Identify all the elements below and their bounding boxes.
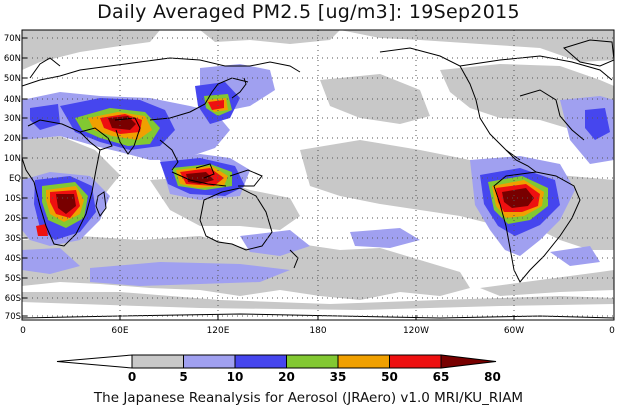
colorbar-level-label: 5	[179, 370, 187, 384]
lon-label: 180	[309, 326, 326, 336]
map-title: Daily Averaged PM2.5 [ug/m3]: 19Sep2015	[97, 1, 520, 23]
colorbar-level-label: 10	[227, 370, 244, 384]
lat-label: 40S	[5, 254, 21, 264]
lon-label: 60W	[504, 326, 524, 336]
colorbar-swatch	[389, 354, 442, 369]
colorbar: 0 5 10 20 35 50 65 80	[56, 354, 501, 384]
lat-label: 20S	[5, 214, 21, 224]
lon-label: 0	[609, 326, 615, 336]
colorbar-level-label: 20	[278, 370, 295, 384]
lat-label: 70N	[4, 34, 21, 44]
colorbar-swatch	[234, 354, 287, 369]
lat-label: 30N	[4, 114, 21, 124]
lon-label: 120E	[207, 326, 230, 336]
lon-ticks	[119, 315, 515, 320]
lon-label: 0	[20, 326, 26, 336]
lat-label: 40N	[4, 95, 21, 105]
lat-label: 10N	[4, 154, 21, 164]
colorbar-swatch	[183, 354, 236, 369]
colorbar-level-label: 50	[381, 370, 398, 384]
lat-label: 30S	[5, 234, 21, 244]
lat-labels: 70N 60N 50N 40N 30N 20N 10N EQ 10S 20S 3…	[4, 34, 21, 322]
colorbar-swatch	[440, 354, 497, 369]
lat-label: EQ	[9, 174, 21, 184]
lat-label: 50S	[5, 274, 21, 284]
lat-ticks	[22, 37, 27, 317]
lon-labels: 0 60E 120E 180 120W 60W 0	[20, 326, 615, 336]
aerosol-field	[22, 30, 614, 310]
lon-label: 120W	[403, 326, 429, 336]
colorbar-level-label: 0	[128, 370, 136, 384]
colorbar-swatch	[131, 354, 184, 369]
lon-label: 60E	[111, 326, 128, 336]
lat-label: 60S	[5, 294, 21, 304]
colorbar-swatch	[337, 354, 390, 369]
lat-label: 10S	[5, 194, 21, 204]
colorbar-level-label: 35	[330, 370, 347, 384]
footer-credit: The Japanese Reanalysis for Aerosol (JRA…	[93, 390, 524, 406]
colorbar-level-label: 80	[484, 370, 501, 384]
lat-label: 70S	[5, 312, 21, 322]
lat-label: 20N	[4, 134, 21, 144]
colorbar-swatch	[56, 354, 133, 369]
colorbar-level-label: 65	[433, 370, 450, 384]
lat-label: 50N	[4, 74, 21, 84]
colorbar-swatch	[286, 354, 339, 369]
lat-label: 60N	[4, 54, 21, 64]
